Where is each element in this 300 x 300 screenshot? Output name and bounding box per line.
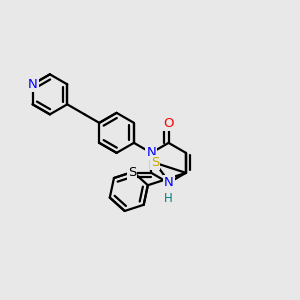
- Text: S: S: [128, 167, 136, 179]
- Text: N: N: [146, 146, 156, 159]
- Text: S: S: [151, 156, 159, 170]
- Text: H: H: [164, 192, 173, 206]
- Text: N: N: [164, 176, 173, 189]
- Text: O: O: [163, 117, 174, 130]
- Text: N: N: [28, 78, 38, 91]
